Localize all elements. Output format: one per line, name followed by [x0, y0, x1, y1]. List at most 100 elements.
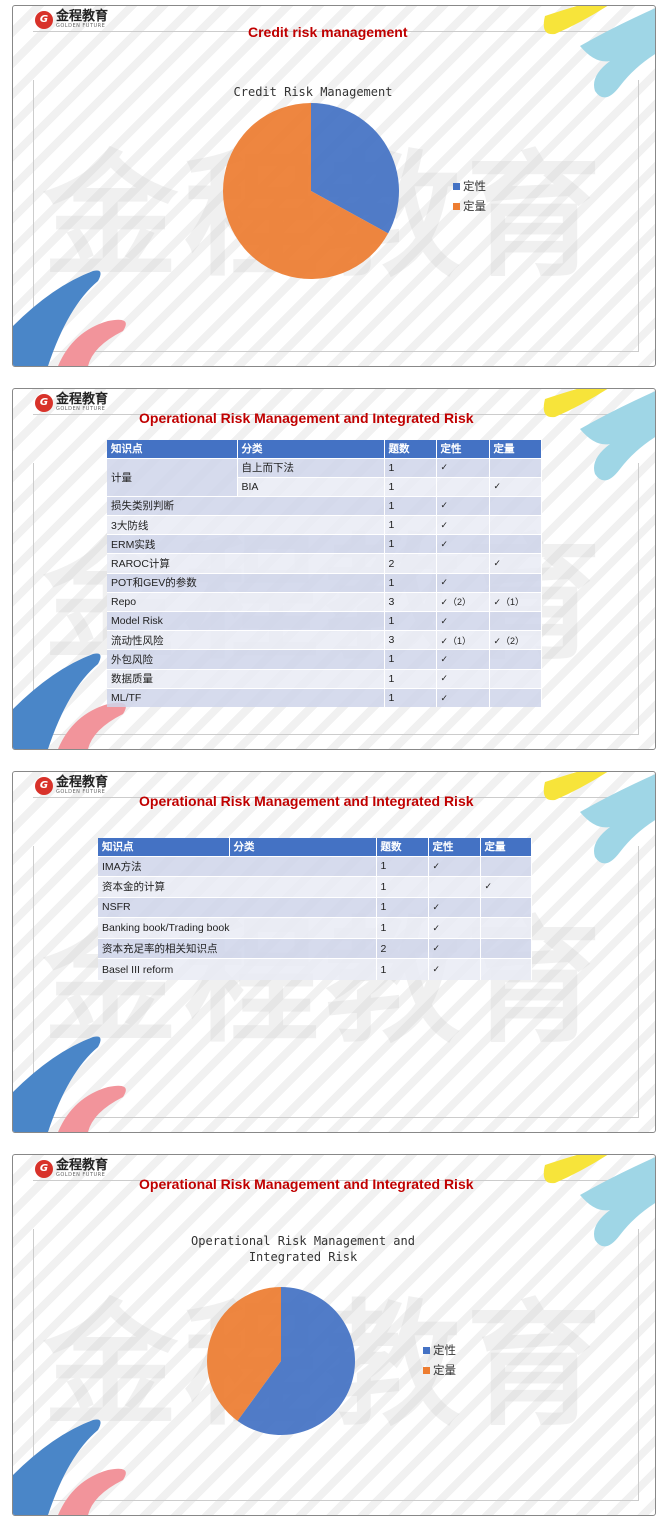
topic-cell: RAROC计算	[107, 553, 385, 574]
chart-title: Credit Risk Management	[233, 85, 393, 99]
column-header: 题数	[376, 838, 429, 856]
table-row: 计量 自上而下法 1 ✓	[107, 457, 542, 497]
table-row: ML/TF 1 ✓	[107, 687, 542, 708]
logo-icon: G	[35, 393, 53, 412]
table-header: 知识点 分类 题数 定性 定量	[107, 440, 542, 458]
legend-label: 定性	[433, 1343, 456, 1357]
quantitative-cell	[480, 937, 532, 959]
topic-cell: 资本金的计算	[98, 876, 377, 898]
quantitative-cell	[489, 495, 542, 516]
topic-cell: 3大防线	[107, 515, 385, 535]
topic-cell: 数据质量	[107, 668, 385, 689]
chart-title: Operational Risk Management and Integrat…	[191, 1234, 415, 1264]
table-row: 流动性风险 3 ✓（1） ✓（2）	[107, 630, 542, 650]
count-cell: 2	[376, 937, 429, 959]
qualitative-cell: ✓（1）	[436, 630, 490, 650]
table-row: 外包风险 1 ✓	[107, 649, 542, 670]
logo: G 金程教育 GOLDEN FUTURE	[35, 776, 108, 795]
legend-item: 定性	[453, 176, 486, 196]
count-cell: 1	[384, 534, 437, 554]
table-row: ERM实践 1 ✓	[107, 534, 542, 554]
quantitative-cell	[480, 896, 532, 918]
qualitative-cell: ✓	[436, 649, 490, 670]
column-header: 定性	[428, 838, 481, 856]
slide-operational-risk-table-2: 金程教育 G 金程教育 GOLDEN FUTURE Operational Ri…	[12, 771, 656, 1133]
table-row: 损失类别判断 1 ✓	[107, 495, 542, 516]
qualitative-cell: ✓	[436, 687, 490, 708]
topic-cell: Repo	[107, 591, 385, 612]
column-header: 分类	[229, 838, 377, 856]
quantitative-cell	[480, 855, 532, 877]
legend-swatch	[453, 203, 460, 210]
count-cell: 1	[376, 958, 429, 980]
table-header: 知识点 分类 题数 定性 定量	[98, 838, 532, 856]
logo-icon: G	[35, 776, 53, 795]
qualitative-cell: ✓	[428, 958, 481, 980]
topic-table: 知识点 分类 题数 定性 定量 IMA方法 1 ✓ 资本金的计算 1 ✓ NSFR 1 ✓ Ban…	[98, 838, 532, 980]
table-row: NSFR 1 ✓	[98, 896, 532, 918]
column-header: 题数	[384, 440, 437, 458]
legend-item: 定量	[453, 196, 486, 216]
quantitative-cell	[489, 534, 542, 554]
logo-text: 金程教育	[56, 392, 109, 407]
table-row: 3大防线 1 ✓	[107, 515, 542, 535]
quantitative-cell: ✓（1）	[489, 591, 542, 612]
slide-frame	[33, 846, 639, 1118]
quantitative-cell	[489, 649, 542, 670]
count-cell: 1	[384, 572, 437, 593]
qualitative-cell: ✓	[428, 937, 481, 959]
divider	[33, 1180, 639, 1181]
qualitative-cell: ✓	[436, 668, 490, 689]
table-row: Repo 3 ✓（2） ✓（1）	[107, 591, 542, 612]
slide-title: Operational Risk Management and Integrat…	[139, 1176, 474, 1192]
column-header: 知识点	[107, 440, 238, 458]
count-cell: 3	[384, 591, 437, 612]
count-cell: 1	[384, 687, 437, 708]
quantitative-cell: ✓	[489, 553, 542, 574]
table-row: IMA方法 1 ✓	[98, 855, 532, 877]
logo-subtext: GOLDEN FUTURE	[56, 1172, 106, 1178]
qualitative-cell: ✓	[436, 610, 490, 631]
slide-title: Operational Risk Management and Integrat…	[139, 410, 474, 426]
topic-cell: POT和GEV的参数	[107, 572, 385, 593]
table-row: RAROC计算 2 ✓	[107, 553, 542, 574]
count-cell: 1	[376, 896, 429, 918]
quantitative-cell	[489, 610, 542, 631]
count-cell: 1	[384, 610, 437, 631]
qualitative-cell	[428, 876, 481, 898]
count-cell: 1	[384, 515, 437, 535]
qualitative-cell: ✓	[436, 534, 490, 554]
logo: G 金程教育 GOLDEN FUTURE	[35, 1159, 108, 1178]
count-cell: 1	[376, 855, 429, 877]
logo: G 金程教育 GOLDEN FUTURE	[35, 10, 108, 29]
quantitative-cell: ✓（2）	[489, 630, 542, 650]
column-header: 定量	[489, 440, 542, 458]
topic-cell: ML/TF	[107, 687, 385, 708]
quantitative-cell	[480, 958, 532, 980]
topic-cell: Banking book/Trading book	[98, 917, 377, 939]
logo: G 金程教育 GOLDEN FUTURE	[35, 393, 108, 412]
count-cell: 1	[376, 917, 429, 939]
chart-legend: 定性定量	[453, 176, 486, 216]
slide-frame	[33, 80, 639, 352]
column-header: 定性	[436, 440, 490, 458]
legend-label: 定量	[463, 199, 486, 213]
topic-cell: Model Risk	[107, 610, 385, 631]
legend-item: 定量	[423, 1360, 456, 1380]
topic-cell: 计量	[107, 457, 238, 497]
qualitative-cell: ✓	[436, 457, 490, 478]
quantitative-cell	[489, 515, 542, 535]
table-row: 资本金的计算 1 ✓	[98, 876, 532, 898]
table-row: 资本充足率的相关知识点 2 ✓	[98, 937, 532, 959]
table-row: POT和GEV的参数 1 ✓	[107, 572, 542, 593]
count-cell: 1	[384, 457, 437, 478]
slide-credit-risk: 金程教育 G 金程教育 GOLDEN FUTURE Credit risk ma…	[12, 5, 656, 367]
qualitative-cell: ✓	[436, 572, 490, 593]
slide-frame	[33, 1229, 639, 1501]
logo-subtext: GOLDEN FUTURE	[56, 406, 106, 412]
logo-text: 金程教育	[56, 1158, 109, 1173]
divider	[33, 414, 639, 415]
logo-icon: G	[35, 10, 53, 29]
column-header: 定量	[480, 838, 532, 856]
logo-text: 金程教育	[56, 775, 109, 790]
